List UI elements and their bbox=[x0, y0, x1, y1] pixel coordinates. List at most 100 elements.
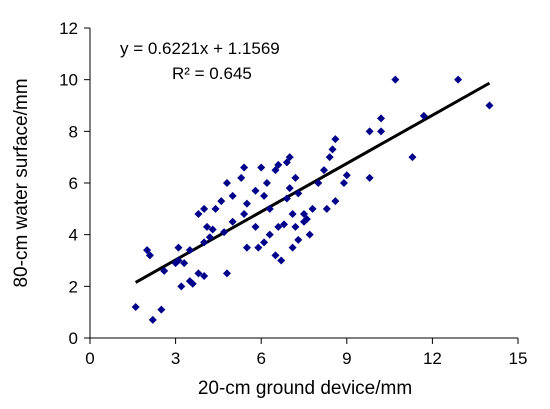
data-point bbox=[200, 238, 209, 247]
data-point bbox=[408, 153, 417, 162]
x-tick-label: 12 bbox=[423, 349, 442, 368]
data-point bbox=[211, 204, 220, 213]
data-point bbox=[305, 230, 314, 239]
data-point bbox=[277, 256, 286, 265]
data-point bbox=[174, 243, 183, 252]
data-point bbox=[294, 189, 303, 198]
y-axis-title: 80-cm water surface/mm bbox=[11, 78, 32, 287]
x-tick-label: 6 bbox=[256, 349, 265, 368]
x-axis-title: 20-cm ground device/mm bbox=[198, 378, 412, 399]
data-point bbox=[240, 210, 249, 218]
data-point bbox=[208, 225, 217, 234]
data-point bbox=[222, 269, 231, 278]
data-point bbox=[282, 194, 291, 203]
data-point bbox=[291, 173, 300, 182]
data-point bbox=[188, 279, 197, 288]
data-point bbox=[200, 272, 209, 280]
data-point bbox=[308, 204, 317, 213]
data-point bbox=[205, 233, 214, 242]
y-tick-label: 0 bbox=[69, 329, 78, 348]
data-point bbox=[300, 210, 308, 218]
data-point bbox=[322, 204, 331, 213]
trendline-layer bbox=[134, 81, 491, 284]
data-point bbox=[328, 145, 337, 154]
data-point bbox=[260, 191, 269, 200]
trendline-equation: y = 0.6221x + 1.1569 bbox=[120, 39, 280, 58]
data-point bbox=[160, 266, 169, 275]
data-point bbox=[228, 217, 237, 226]
data-point bbox=[288, 210, 297, 218]
data-point bbox=[143, 246, 152, 255]
data-point bbox=[485, 101, 494, 110]
axes-layer: 0 3 6 9 12 15 0 2 4 6 8 10 12 bbox=[59, 19, 527, 368]
data-point bbox=[265, 230, 274, 239]
data-point bbox=[237, 173, 246, 182]
data-point bbox=[157, 305, 166, 314]
data-point bbox=[185, 246, 194, 255]
data-point bbox=[274, 222, 283, 231]
data-point bbox=[285, 153, 294, 162]
data-point bbox=[325, 153, 334, 162]
y-tick-label: 12 bbox=[59, 19, 78, 38]
data-point bbox=[377, 114, 386, 123]
data-point bbox=[220, 228, 229, 237]
data-point bbox=[257, 163, 266, 172]
data-point bbox=[251, 222, 260, 231]
x-tick-label: 3 bbox=[171, 349, 180, 368]
trendline-r-squared: R² = 0.645 bbox=[172, 64, 252, 83]
data-point bbox=[228, 191, 237, 200]
data-point bbox=[280, 220, 289, 229]
data-point bbox=[302, 215, 311, 224]
data-point bbox=[202, 222, 211, 231]
y-tick-label: 2 bbox=[69, 277, 78, 296]
data-point bbox=[274, 160, 283, 169]
data-point bbox=[285, 184, 294, 193]
data-point bbox=[174, 256, 183, 265]
data-point bbox=[331, 135, 340, 144]
data-point bbox=[254, 243, 263, 252]
data-point bbox=[314, 179, 323, 187]
data-point bbox=[271, 251, 280, 260]
data-point bbox=[148, 315, 157, 324]
trendline bbox=[134, 81, 491, 284]
data-point bbox=[222, 179, 231, 187]
data-point bbox=[288, 243, 297, 252]
data-point bbox=[291, 222, 300, 231]
data-point bbox=[194, 210, 203, 218]
data-point bbox=[200, 204, 209, 213]
data-point bbox=[365, 127, 374, 136]
x-tick-label: 0 bbox=[85, 349, 94, 368]
data-point bbox=[331, 197, 340, 206]
data-point bbox=[131, 303, 140, 311]
data-point bbox=[454, 75, 463, 84]
data-point bbox=[271, 166, 280, 175]
data-point bbox=[177, 282, 186, 291]
data-point bbox=[262, 179, 271, 187]
points-layer bbox=[131, 75, 494, 324]
data-point bbox=[419, 111, 428, 120]
data-point bbox=[377, 127, 386, 136]
data-point bbox=[180, 259, 189, 268]
data-point bbox=[339, 179, 348, 187]
data-point bbox=[265, 204, 274, 213]
data-point bbox=[282, 158, 291, 167]
data-point bbox=[391, 75, 400, 84]
x-tick-label: 9 bbox=[342, 349, 351, 368]
data-point bbox=[240, 163, 249, 172]
data-point bbox=[260, 238, 269, 247]
data-point bbox=[294, 235, 303, 244]
data-point bbox=[145, 251, 154, 260]
y-tick-label: 4 bbox=[69, 226, 78, 245]
data-point bbox=[319, 166, 328, 175]
data-point bbox=[342, 171, 351, 180]
y-tick-label: 10 bbox=[59, 71, 78, 90]
data-point bbox=[365, 173, 374, 182]
x-tick-label: 15 bbox=[509, 349, 528, 368]
data-point bbox=[194, 269, 203, 278]
data-point bbox=[251, 186, 260, 195]
data-point bbox=[217, 197, 226, 206]
y-tick-label: 8 bbox=[69, 122, 78, 141]
y-tick-label: 6 bbox=[69, 174, 78, 193]
data-point bbox=[242, 243, 251, 252]
